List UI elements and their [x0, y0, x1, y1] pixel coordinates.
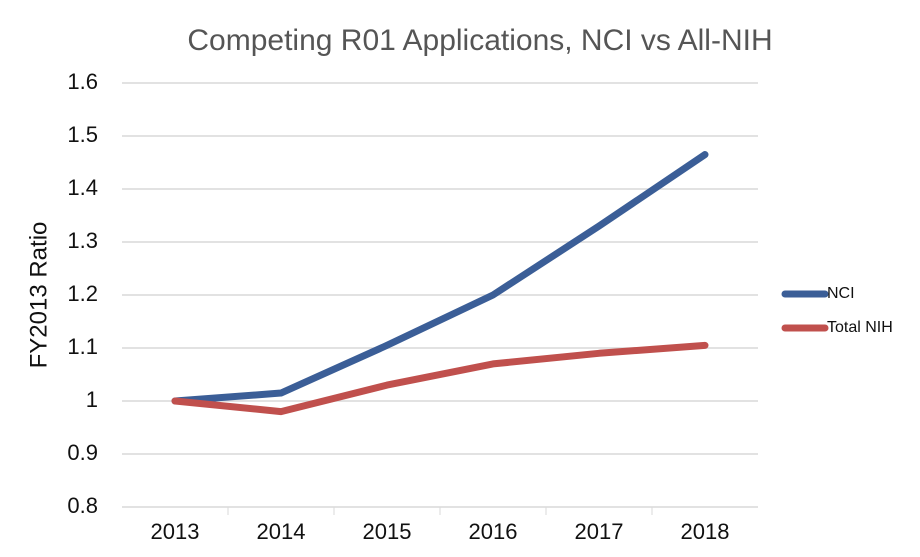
y-tick-label: 1.4 [67, 175, 98, 200]
y-tick-label: 0.9 [67, 440, 98, 465]
y-tick-label: 1.2 [67, 281, 98, 306]
y-tick-label: 1 [86, 387, 98, 412]
y-tick-label: 1.6 [67, 69, 98, 94]
y-tick-label: 1.3 [67, 228, 98, 253]
x-tick-label: 2018 [681, 519, 730, 544]
x-tick-label: 2014 [257, 519, 306, 544]
y-tick-label: 0.8 [67, 493, 98, 518]
chart-title: Competing R01 Applications, NCI vs All-N… [187, 24, 772, 57]
series-line [171, 151, 709, 405]
x-tick-label: 2016 [469, 519, 518, 544]
x-tick-label: 2013 [151, 519, 200, 544]
x-tick-label: 2017 [575, 519, 624, 544]
legend-label: Total NIH [827, 319, 893, 336]
x-tick-label: 2015 [363, 519, 412, 544]
y-tick-label: 1.1 [67, 334, 98, 359]
y-tick-label: 1.5 [67, 122, 98, 147]
y-axis-label: FY2013 Ratio [25, 222, 52, 369]
series-line [171, 341, 709, 416]
legend-label: NCI [827, 285, 855, 302]
